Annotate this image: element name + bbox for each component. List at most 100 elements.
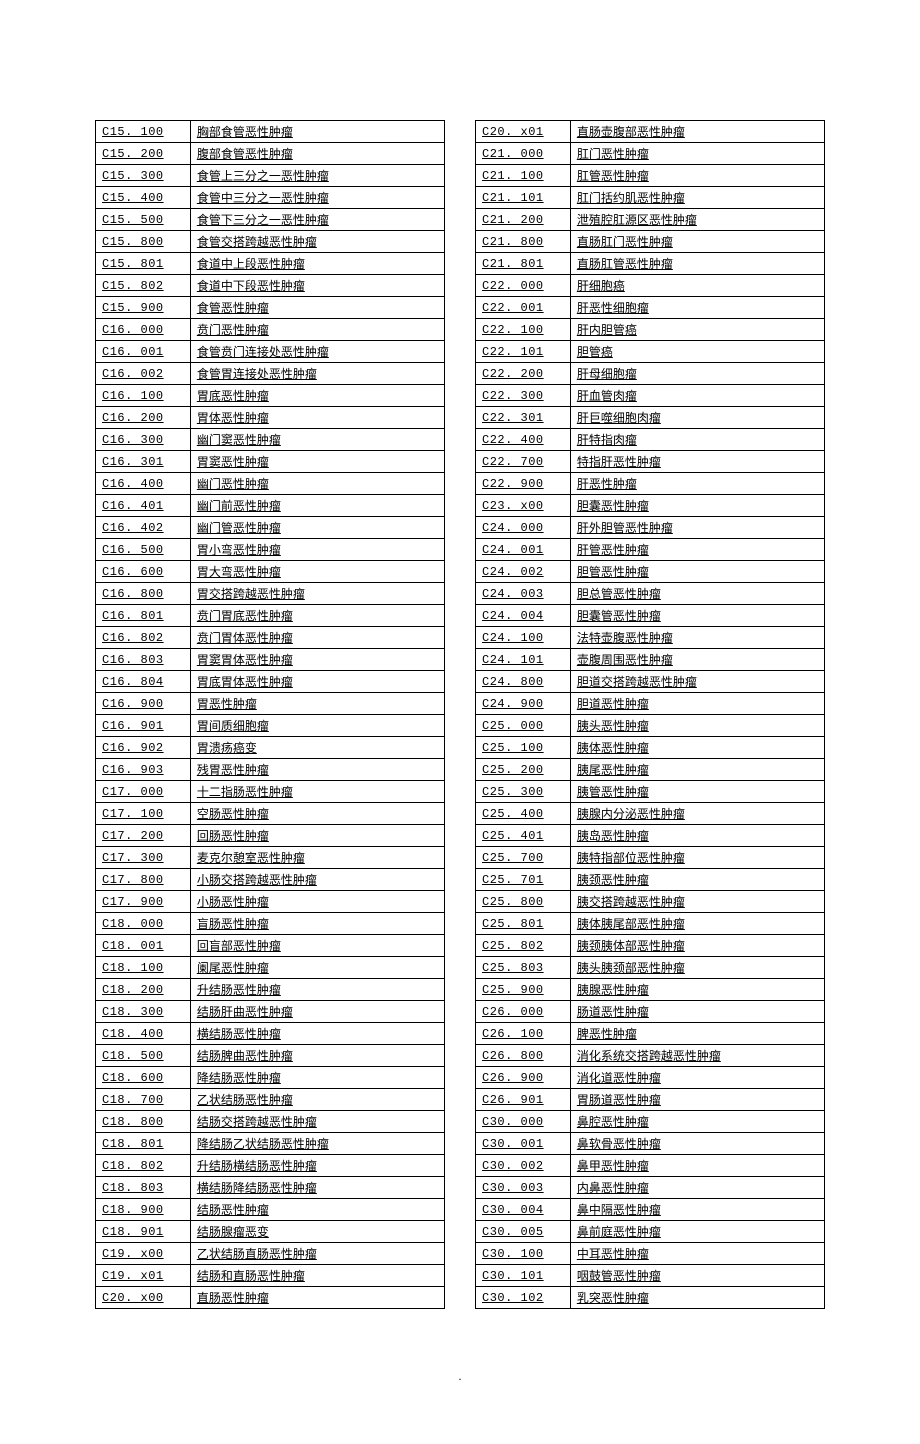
table-row: C16. 301胃窦恶性肿瘤 bbox=[96, 451, 445, 473]
code-cell: C30. 002 bbox=[476, 1155, 571, 1177]
table-row: C30. 102乳突恶性肿瘤 bbox=[476, 1287, 825, 1309]
code-cell: C30. 000 bbox=[476, 1111, 571, 1133]
name-cell: 胆道交搭跨越恶性肿瘤 bbox=[570, 671, 824, 693]
table-row: C25. 800胰交搭跨越恶性肿瘤 bbox=[476, 891, 825, 913]
code-cell: C24. 900 bbox=[476, 693, 571, 715]
table-row: C15. 500食管下三分之一恶性肿瘤 bbox=[96, 209, 445, 231]
table-row: C16. 500胃小弯恶性肿瘤 bbox=[96, 539, 445, 561]
code-cell: C30. 101 bbox=[476, 1265, 571, 1287]
code-cell: C21. 801 bbox=[476, 253, 571, 275]
name-cell: 胃窦恶性肿瘤 bbox=[190, 451, 444, 473]
code-cell: C25. 300 bbox=[476, 781, 571, 803]
code-cell: C22. 200 bbox=[476, 363, 571, 385]
name-cell: 食管胃连接处恶性肿瘤 bbox=[190, 363, 444, 385]
name-cell: 胃恶性肿瘤 bbox=[190, 693, 444, 715]
code-cell: C16. 300 bbox=[96, 429, 191, 451]
name-cell: 结肠和直肠恶性肿瘤 bbox=[190, 1265, 444, 1287]
name-cell: 胃大弯恶性肿瘤 bbox=[190, 561, 444, 583]
table-row: C16. 801贲门胃底恶性肿瘤 bbox=[96, 605, 445, 627]
table-row: C26. 000肠道恶性肿瘤 bbox=[476, 1001, 825, 1023]
code-cell: C18. 700 bbox=[96, 1089, 191, 1111]
table-row: C16. 800胃交搭跨越恶性肿瘤 bbox=[96, 583, 445, 605]
code-cell: C18. 901 bbox=[96, 1221, 191, 1243]
code-cell: C25. 900 bbox=[476, 979, 571, 1001]
table-row: C19. x00乙状结肠直肠恶性肿瘤 bbox=[96, 1243, 445, 1265]
name-cell: 鼻甲恶性肿瘤 bbox=[570, 1155, 824, 1177]
name-cell: 胃窦胃体恶性肿瘤 bbox=[190, 649, 444, 671]
code-cell: C16. 801 bbox=[96, 605, 191, 627]
code-cell: C25. 700 bbox=[476, 847, 571, 869]
table-row: C18. 100阑尾恶性肿瘤 bbox=[96, 957, 445, 979]
table-row: C30. 000鼻腔恶性肿瘤 bbox=[476, 1111, 825, 1133]
table-row: C24. 101壶腹周围恶性肿瘤 bbox=[476, 649, 825, 671]
name-cell: 胰体胰尾部恶性肿瘤 bbox=[570, 913, 824, 935]
name-cell: 幽门管恶性肿瘤 bbox=[190, 517, 444, 539]
code-cell: C22. 001 bbox=[476, 297, 571, 319]
code-cell: C30. 100 bbox=[476, 1243, 571, 1265]
table-row: C24. 800胆道交搭跨越恶性肿瘤 bbox=[476, 671, 825, 693]
table-row: C18. 600降结肠恶性肿瘤 bbox=[96, 1067, 445, 1089]
code-cell: C16. 200 bbox=[96, 407, 191, 429]
code-cell: C18. 100 bbox=[96, 957, 191, 979]
table-row: C21. 101肛门括约肌恶性肿瘤 bbox=[476, 187, 825, 209]
table-row: C22. 301肝巨噬细胞肉瘤 bbox=[476, 407, 825, 429]
table-row: C18. 200升结肠恶性肿瘤 bbox=[96, 979, 445, 1001]
code-cell: C19. x00 bbox=[96, 1243, 191, 1265]
code-cell: C25. 100 bbox=[476, 737, 571, 759]
table-row: C26. 800消化系统交搭跨越恶性肿瘤 bbox=[476, 1045, 825, 1067]
name-cell: 直肠壶腹部恶性肿瘤 bbox=[570, 121, 824, 143]
table-row: C22. 101胆管癌 bbox=[476, 341, 825, 363]
table-row: C25. 200胰尾恶性肿瘤 bbox=[476, 759, 825, 781]
table-row: C15. 200腹部食管恶性肿瘤 bbox=[96, 143, 445, 165]
code-cell: C26. 800 bbox=[476, 1045, 571, 1067]
table-row: C24. 004胆囊管恶性肿瘤 bbox=[476, 605, 825, 627]
code-cell: C25. 802 bbox=[476, 935, 571, 957]
name-cell: 肝外胆管恶性肿瘤 bbox=[570, 517, 824, 539]
code-cell: C25. 401 bbox=[476, 825, 571, 847]
name-cell: 肛门恶性肿瘤 bbox=[570, 143, 824, 165]
name-cell: 肝内胆管癌 bbox=[570, 319, 824, 341]
code-cell: C17. 000 bbox=[96, 781, 191, 803]
name-cell: 食管中三分之一恶性肿瘤 bbox=[190, 187, 444, 209]
name-cell: 肛门括约肌恶性肿瘤 bbox=[570, 187, 824, 209]
code-cell: C21. 100 bbox=[476, 165, 571, 187]
name-cell: 内鼻恶性肿瘤 bbox=[570, 1177, 824, 1199]
code-cell: C26. 100 bbox=[476, 1023, 571, 1045]
code-cell: C17. 100 bbox=[96, 803, 191, 825]
table-row: C22. 400肝特指肉瘤 bbox=[476, 429, 825, 451]
code-cell: C18. 400 bbox=[96, 1023, 191, 1045]
table-row: C16. 000贲门恶性肿瘤 bbox=[96, 319, 445, 341]
right-table: C20. x01直肠壶腹部恶性肿瘤C21. 000肛门恶性肿瘤C21. 100肛… bbox=[475, 120, 825, 1309]
name-cell: 食道中下段恶性肿瘤 bbox=[190, 275, 444, 297]
code-cell: C15. 500 bbox=[96, 209, 191, 231]
name-cell: 鼻中隔恶性肿瘤 bbox=[570, 1199, 824, 1221]
code-cell: C20. x00 bbox=[96, 1287, 191, 1309]
code-cell: C18. 800 bbox=[96, 1111, 191, 1133]
table-row: C18. 900结肠恶性肿瘤 bbox=[96, 1199, 445, 1221]
table-row: C18. 700乙状结肠恶性肿瘤 bbox=[96, 1089, 445, 1111]
name-cell: 胰头胰颈部恶性肿瘤 bbox=[570, 957, 824, 979]
table-row: C20. x00直肠恶性肿瘤 bbox=[96, 1287, 445, 1309]
code-cell: C16. 600 bbox=[96, 561, 191, 583]
name-cell: 结肠恶性肿瘤 bbox=[190, 1199, 444, 1221]
table-row: C21. 200泄殖腔肛源区恶性肿瘤 bbox=[476, 209, 825, 231]
table-row: C26. 900消化道恶性肿瘤 bbox=[476, 1067, 825, 1089]
table-row: C16. 802贲门胃体恶性肿瘤 bbox=[96, 627, 445, 649]
table-row: C30. 001鼻软骨恶性肿瘤 bbox=[476, 1133, 825, 1155]
code-cell: C16. 002 bbox=[96, 363, 191, 385]
name-cell: 胰管恶性肿瘤 bbox=[570, 781, 824, 803]
name-cell: 食管上三分之一恶性肿瘤 bbox=[190, 165, 444, 187]
name-cell: 直肠肛管恶性肿瘤 bbox=[570, 253, 824, 275]
table-row: C16. 300幽门窦恶性肿瘤 bbox=[96, 429, 445, 451]
code-cell: C15. 100 bbox=[96, 121, 191, 143]
name-cell: 残胃恶性肿瘤 bbox=[190, 759, 444, 781]
name-cell: 肝细胞癌 bbox=[570, 275, 824, 297]
name-cell: 阑尾恶性肿瘤 bbox=[190, 957, 444, 979]
left-table: C15. 100胸部食管恶性肿瘤C15. 200腹部食管恶性肿瘤C15. 300… bbox=[95, 120, 445, 1309]
table-row: C25. 900胰腺恶性肿瘤 bbox=[476, 979, 825, 1001]
name-cell: 胆囊恶性肿瘤 bbox=[570, 495, 824, 517]
table-row: C15. 100胸部食管恶性肿瘤 bbox=[96, 121, 445, 143]
code-cell: C24. 003 bbox=[476, 583, 571, 605]
code-cell: C25. 701 bbox=[476, 869, 571, 891]
name-cell: 肠道恶性肿瘤 bbox=[570, 1001, 824, 1023]
